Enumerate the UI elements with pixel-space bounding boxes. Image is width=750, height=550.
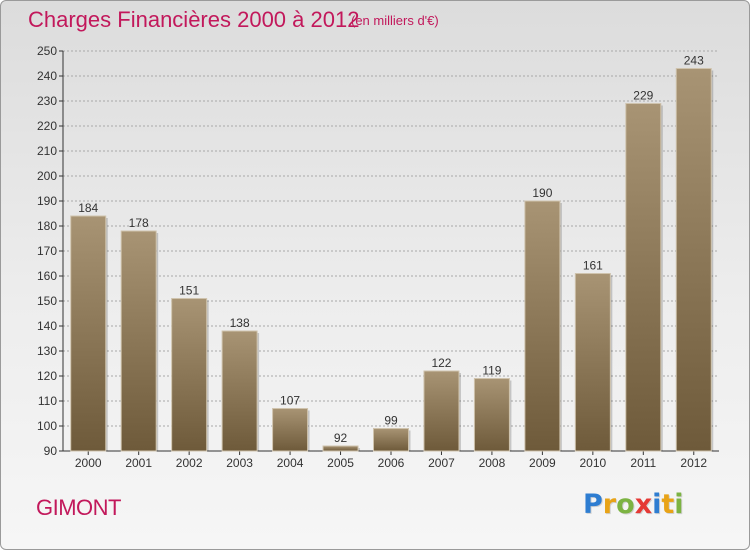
logo-letter: t (661, 489, 675, 520)
chart-subtitle: (en milliers d'€) (351, 13, 439, 28)
x-tick-label: 2001 (125, 456, 152, 470)
x-tick-label: 2000 (75, 456, 102, 470)
x-tick-label: 2006 (378, 456, 405, 470)
data-label-2012: 243 (684, 54, 704, 68)
chart-title: Charges Financières 2000 à 2012 (28, 7, 360, 32)
logo-letter: i (652, 489, 662, 520)
data-label-2006: 99 (384, 414, 398, 428)
logo-letter: x (634, 489, 653, 520)
y-tick-label: 250 (37, 44, 57, 58)
logo-letter: P (583, 489, 603, 520)
y-tick-label: 120 (37, 369, 57, 383)
data-label-2001: 178 (129, 216, 149, 230)
y-tick-label: 240 (37, 69, 57, 83)
data-label-2008: 119 (482, 364, 501, 378)
data-label-2004: 107 (280, 394, 300, 408)
data-label-2007: 122 (431, 356, 451, 370)
data-label-2009: 190 (532, 186, 552, 200)
bar-2006 (373, 428, 409, 452)
logo-letter: o (616, 489, 635, 520)
bar-2009 (524, 200, 561, 452)
bar-2001 (120, 230, 157, 452)
x-tick-label: 2010 (579, 456, 606, 470)
bar-2007 (423, 370, 460, 452)
y-tick-label: 130 (37, 344, 57, 358)
bar-2005 (322, 445, 359, 452)
data-label-2010: 161 (583, 259, 603, 273)
x-tick-label: 2009 (529, 456, 556, 470)
logo-letter: r (602, 489, 617, 520)
y-tick-label: 110 (38, 394, 57, 408)
data-label-2011: 229 (633, 89, 653, 103)
x-tick-label: 2012 (680, 456, 707, 470)
bar-2011 (625, 103, 662, 452)
x-tick-label: 2005 (327, 456, 354, 470)
logo-letter: i (674, 489, 684, 520)
y-tick-label: 210 (37, 144, 57, 158)
bar-2003 (221, 330, 258, 452)
y-tick-label: 170 (37, 244, 57, 258)
x-tick-label: 2008 (479, 456, 506, 470)
labels: 90 100 110 120 130 140 150 160 170 180 190 200 210 22… (37, 44, 707, 470)
data-label-2005: 92 (334, 431, 348, 445)
data-label-2000: 184 (78, 201, 98, 215)
x-tick-label: 2007 (428, 456, 455, 470)
bar-2002 (171, 298, 208, 452)
x-tick-label: 2011 (630, 456, 656, 470)
bar-2010 (574, 273, 611, 452)
bars (70, 68, 714, 452)
y-tick-label: 190 (37, 194, 57, 208)
y-tick-label: 150 (37, 294, 57, 308)
bar-2000 (70, 215, 107, 452)
x-tick-label: 2003 (226, 456, 253, 470)
y-tick-label: 230 (37, 94, 57, 108)
proxiti-logo[interactable]: Proxiti (583, 489, 684, 520)
bar-2012 (675, 68, 712, 452)
y-tick-label: 180 (37, 219, 57, 233)
x-tick-label: 2004 (277, 456, 304, 470)
y-tick-label: 140 (37, 319, 57, 333)
data-label-2003: 138 (230, 316, 250, 330)
x-tick-label: 2002 (176, 456, 203, 470)
data-label-2002: 151 (179, 284, 199, 298)
y-tick-label: 90 (44, 444, 58, 458)
grid-lines (63, 50, 719, 427)
y-tick-label: 200 (37, 169, 57, 183)
city-label: GIMONT (36, 495, 122, 520)
bar-2008 (473, 378, 510, 452)
y-tick-label: 100 (37, 419, 57, 433)
y-tick-label: 160 (37, 269, 57, 283)
bar-2004 (272, 408, 309, 452)
y-tick-label: 220 (37, 119, 57, 133)
